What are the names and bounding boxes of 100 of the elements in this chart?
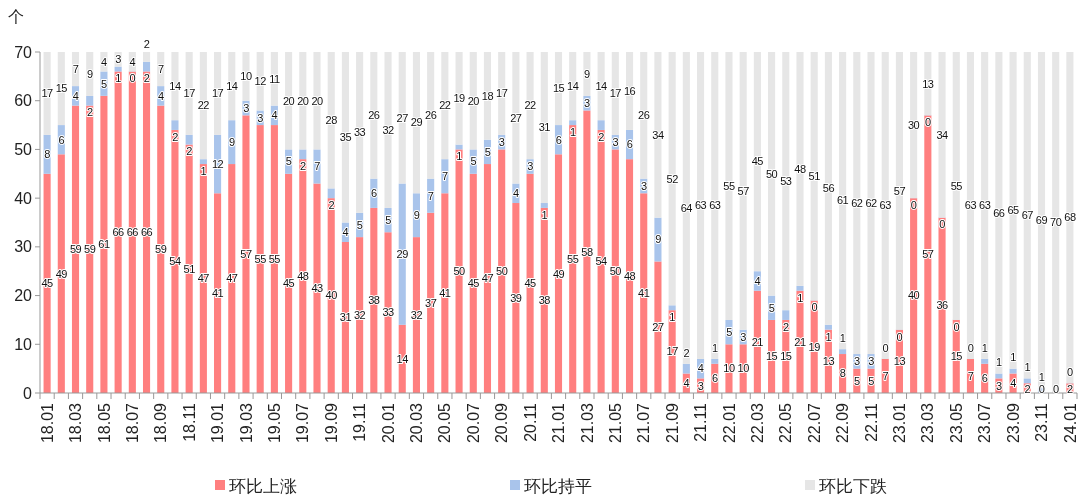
data-label: 18: [481, 89, 494, 102]
x-tick-label: 24.01: [1061, 402, 1079, 444]
x-tick-label: 21.09: [663, 402, 681, 444]
data-label: 66: [112, 226, 125, 239]
data-label: 12: [254, 75, 267, 88]
x-tick-label: 18.03: [67, 402, 85, 444]
data-label: 65: [1007, 204, 1020, 217]
data-label: 45: [524, 277, 537, 290]
data-label: 2: [782, 320, 789, 333]
data-label: 1: [1010, 351, 1017, 364]
data-label: 3: [740, 330, 747, 343]
x-tick-label: 19.03: [237, 402, 255, 444]
data-label: 57: [240, 248, 252, 261]
data-label: 17: [609, 87, 622, 100]
data-label: 1: [200, 164, 207, 177]
x-tick-label: 23.05: [947, 402, 965, 444]
data-label: 68: [1064, 211, 1076, 224]
data-label: 3: [996, 379, 1003, 392]
data-label: 45: [282, 277, 295, 290]
x-tick-label: 20.11: [521, 402, 539, 442]
data-label: 8: [44, 148, 51, 161]
y-tick-label: 20: [14, 287, 33, 305]
data-label: 32: [410, 308, 423, 321]
data-label: 17: [183, 87, 196, 100]
data-label: 2: [1067, 382, 1074, 395]
data-label: 7: [442, 170, 449, 183]
data-label: 2: [683, 346, 690, 359]
data-label: 39: [510, 291, 522, 304]
data-label: 59: [69, 243, 82, 256]
data-label: 49: [552, 267, 565, 280]
data-label: 2: [598, 130, 605, 143]
data-label: 0: [1052, 382, 1059, 395]
data-label: 17: [41, 87, 54, 100]
data-label: 48: [623, 269, 636, 282]
data-label: 2: [299, 160, 306, 173]
data-label: 5: [768, 301, 775, 314]
data-label: 13: [822, 355, 835, 368]
data-label: 32: [382, 123, 395, 136]
data-label: 5: [726, 325, 733, 338]
data-label: 5: [470, 155, 477, 168]
data-label: 21: [794, 335, 806, 348]
data-label: 3: [527, 160, 534, 173]
data-label: 57: [893, 184, 906, 197]
data-label: 3: [868, 355, 875, 368]
x-tick-label: 20.01: [379, 402, 397, 444]
data-label: 9: [413, 209, 420, 222]
data-label: 12: [211, 157, 224, 170]
legend-label: 环比上涨: [229, 476, 297, 496]
data-label: 63: [964, 199, 977, 212]
data-label: 0: [925, 116, 932, 129]
data-label: 26: [638, 109, 650, 122]
data-label: 67: [1021, 209, 1034, 222]
x-tick-label: 18.01: [38, 402, 56, 444]
y-tick-label: 60: [14, 92, 33, 110]
data-label: 4: [342, 226, 349, 239]
data-label: 2: [1024, 382, 1031, 395]
data-label: 63: [694, 199, 707, 212]
data-label: 34: [652, 128, 664, 141]
data-label: 34: [936, 128, 949, 141]
data-label: 0: [129, 72, 136, 85]
x-tick-label: 18.07: [123, 402, 141, 444]
data-label: 55: [254, 252, 267, 265]
data-label: 55: [723, 179, 735, 192]
data-label: 15: [765, 350, 778, 363]
data-label: 0: [967, 341, 974, 354]
data-label: 5: [868, 374, 875, 387]
data-label: 9: [655, 233, 662, 246]
data-label: 3: [612, 135, 619, 148]
data-label: 51: [183, 262, 196, 275]
data-label: 52: [666, 172, 679, 185]
data-label: 32: [354, 308, 366, 321]
data-label: 14: [169, 79, 181, 92]
data-label: 57: [922, 248, 934, 261]
x-tick-label: 19.01: [209, 402, 227, 444]
data-label: 59: [84, 243, 96, 256]
data-label: 63: [709, 199, 721, 212]
data-label: 19: [808, 340, 821, 353]
data-label: 45: [751, 155, 764, 168]
data-label: 14: [567, 79, 579, 92]
data-label: 13: [922, 77, 934, 90]
data-label: 37: [425, 296, 437, 309]
data-label: 6: [626, 138, 633, 151]
data-label: 2: [172, 130, 179, 143]
data-label: 41: [439, 286, 451, 299]
data-label: 15: [552, 82, 565, 95]
y-tick-label: 40: [14, 189, 33, 207]
x-tick-label: 21.11: [692, 402, 710, 442]
data-label: 28: [325, 114, 338, 127]
data-label: 43: [311, 282, 323, 295]
data-label: 47: [197, 272, 210, 285]
data-label: 29: [410, 116, 423, 129]
data-label: 0: [939, 218, 946, 231]
data-label: 1: [456, 150, 463, 163]
y-axis-title: 个: [8, 8, 24, 25]
data-label: 15: [55, 82, 68, 95]
x-tick-label: 21.07: [635, 402, 653, 444]
data-label: 59: [155, 243, 167, 256]
y-tick-label: 10: [14, 335, 33, 353]
data-label: 22: [524, 99, 537, 112]
data-label: 14: [396, 352, 409, 365]
